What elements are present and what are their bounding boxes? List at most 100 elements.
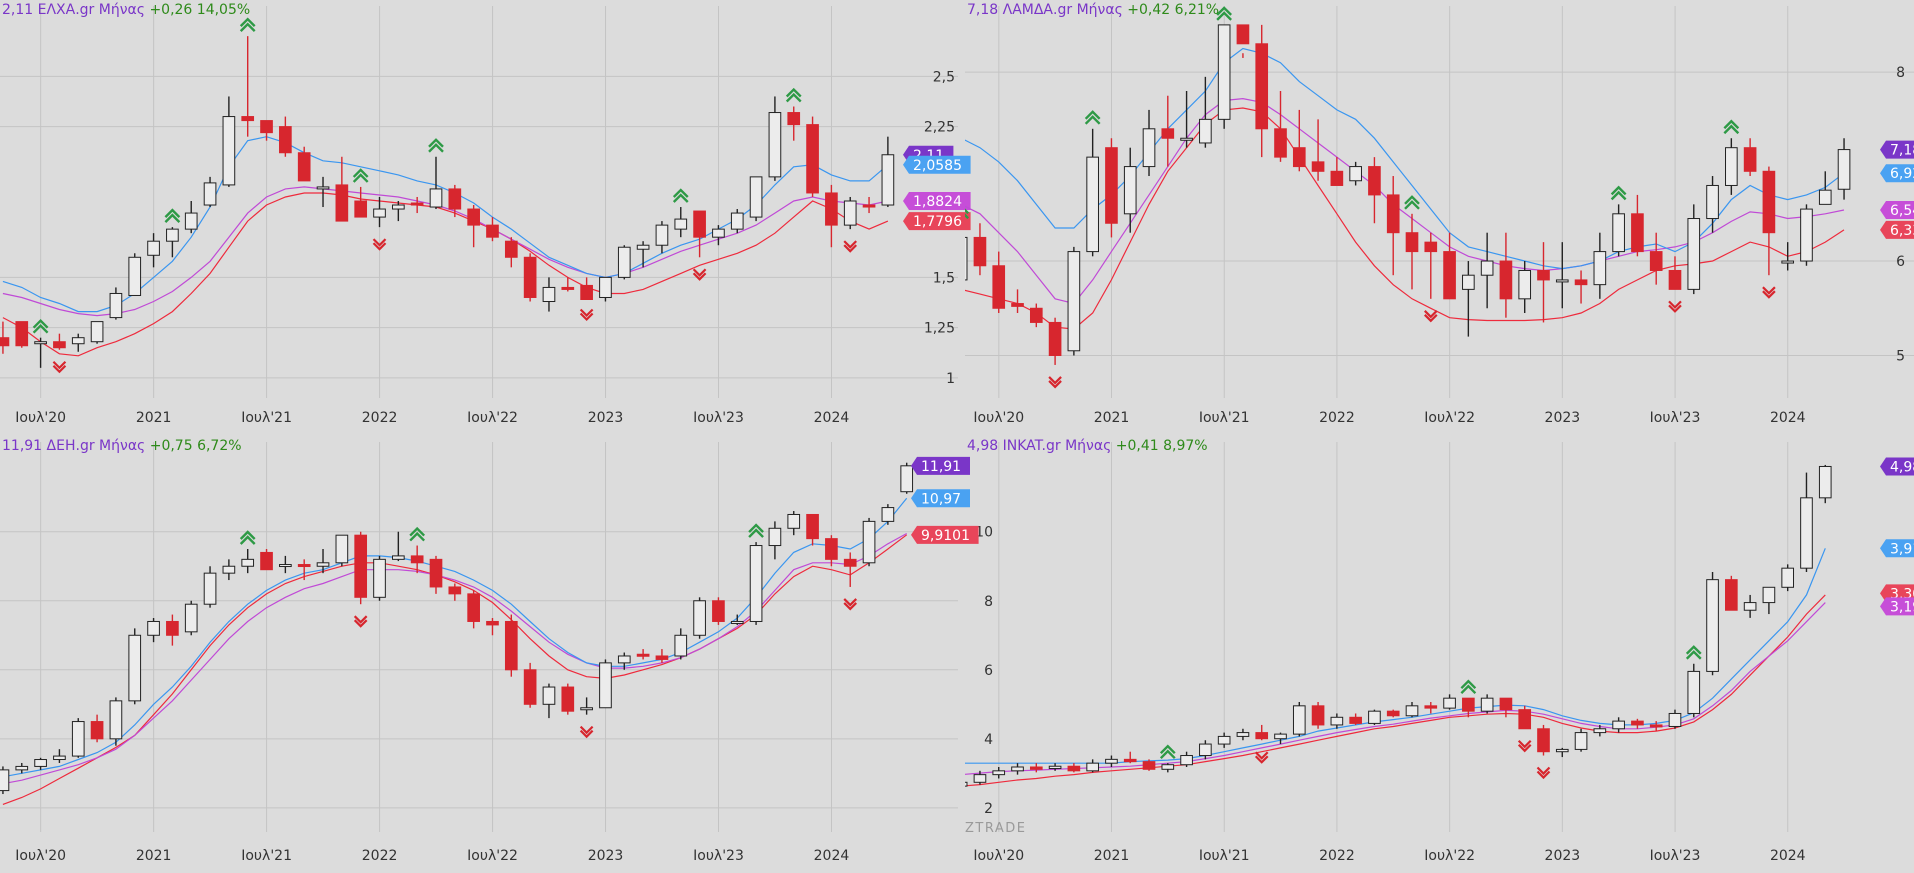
candle bbox=[730, 614, 744, 625]
candle bbox=[1311, 119, 1325, 181]
candle bbox=[1180, 751, 1193, 767]
candle bbox=[1199, 76, 1212, 148]
signal-down-icon bbox=[843, 598, 858, 611]
candle bbox=[1743, 594, 1757, 618]
candle bbox=[1011, 763, 1024, 775]
candle bbox=[147, 233, 160, 268]
candle bbox=[1612, 717, 1625, 733]
x-tick-label: Ιουλ'21 bbox=[1199, 848, 1250, 864]
x-tick-label: 2023 bbox=[1545, 848, 1581, 864]
svg-text:9,9101: 9,9101 bbox=[921, 528, 970, 544]
candle bbox=[128, 628, 142, 705]
candle bbox=[973, 770, 987, 785]
candle bbox=[862, 196, 876, 214]
ema-mid-line bbox=[2, 186, 889, 317]
candle bbox=[1330, 157, 1344, 186]
candle bbox=[730, 209, 744, 234]
y-tick-label: 4 bbox=[984, 732, 993, 748]
signal-up-icon bbox=[1685, 645, 1702, 660]
x-tick-label: Ιουλ'21 bbox=[241, 410, 292, 426]
candle bbox=[1537, 724, 1550, 756]
candle bbox=[749, 542, 763, 625]
x-tick-label: Ιουλ'21 bbox=[1199, 410, 1250, 426]
chart-panel-elxa[interactable]: Ιουλ'20 2021 Ιουλ'21 2022 Ιουλ'22 2023 Ιουλ'23… bbox=[0, 2, 971, 426]
candle bbox=[1199, 740, 1212, 760]
signal-up-icon bbox=[409, 526, 426, 542]
candle bbox=[1123, 751, 1137, 764]
svg-text:4,98: 4,98 bbox=[1890, 459, 1914, 475]
candle bbox=[392, 531, 405, 562]
price-badge-slow: 1,7796 bbox=[903, 212, 971, 231]
candle bbox=[1462, 697, 1475, 718]
candle bbox=[429, 555, 443, 594]
candle bbox=[693, 597, 706, 639]
candle bbox=[1368, 709, 1381, 725]
candle bbox=[1048, 763, 1062, 771]
candle bbox=[768, 96, 782, 181]
candle bbox=[523, 253, 537, 302]
candle bbox=[1161, 95, 1175, 167]
chart-header: 4,98 INKAT.gr Μήνας +0,41 8,97% bbox=[967, 438, 1208, 454]
x-tick-label: Ιουλ'21 bbox=[241, 848, 292, 864]
chart-panel-inkat[interactable]: Ιουλ'20 2021 Ιουλ'21 2022 Ιουλ'22 2023 Ιουλ'23… bbox=[955, 438, 1914, 864]
candle bbox=[1631, 194, 1644, 257]
candle bbox=[1480, 232, 1494, 309]
svg-text:1,8824: 1,8824 bbox=[913, 194, 962, 210]
price-badge-slow: 9,9101 bbox=[911, 525, 979, 544]
price-badge-slow: 6,3329 bbox=[1880, 220, 1914, 239]
signal-up-icon bbox=[1159, 744, 1176, 760]
x-tick-label: Ιουλ'20 bbox=[973, 410, 1024, 426]
candle bbox=[1781, 242, 1795, 271]
candle bbox=[1236, 24, 1250, 58]
y-tick-label: 6 bbox=[1896, 254, 1905, 270]
candle bbox=[1105, 755, 1118, 767]
candle bbox=[1405, 702, 1419, 718]
candle bbox=[825, 535, 838, 567]
candle bbox=[1255, 24, 1269, 158]
signal-up-icon bbox=[164, 208, 181, 223]
x-tick-label: 2021 bbox=[136, 410, 172, 426]
candle bbox=[109, 287, 123, 320]
candle bbox=[1086, 759, 1099, 773]
candle bbox=[1067, 246, 1081, 356]
candle bbox=[1349, 161, 1362, 186]
candle bbox=[1386, 709, 1400, 718]
candle bbox=[467, 205, 480, 248]
candle bbox=[1180, 91, 1193, 148]
candle bbox=[1818, 464, 1832, 504]
candle bbox=[335, 156, 349, 222]
candle bbox=[241, 548, 255, 574]
candle bbox=[542, 683, 556, 719]
candle bbox=[392, 200, 405, 222]
candle bbox=[1837, 138, 1851, 200]
chart-panel-deh[interactable]: Ιουλ'20 2021 Ιουλ'21 2022 Ιουλ'22 2023 Ιουλ'23… bbox=[0, 438, 993, 864]
candle bbox=[561, 683, 575, 715]
signal-down-icon bbox=[52, 360, 67, 374]
candle bbox=[693, 210, 706, 258]
x-tick-label: 2021 bbox=[1094, 848, 1130, 864]
signal-down-icon bbox=[692, 268, 707, 281]
candle bbox=[973, 223, 987, 276]
candle bbox=[843, 552, 857, 587]
chart-panel-lamda[interactable]: Ιουλ'20 2021 Ιουλ'21 2022 Ιουλ'22 2023 Ιουλ'23… bbox=[954, 2, 1914, 426]
candle bbox=[674, 207, 688, 238]
candle bbox=[15, 762, 29, 774]
candle bbox=[316, 548, 330, 574]
candle bbox=[1029, 763, 1043, 773]
signal-down-icon bbox=[843, 240, 858, 253]
candle bbox=[636, 649, 650, 660]
signal-up-icon bbox=[965, 208, 970, 220]
candle bbox=[523, 662, 537, 708]
candle bbox=[147, 618, 160, 643]
candle bbox=[467, 590, 480, 629]
x-tick-label: Ιουλ'20 bbox=[15, 410, 66, 426]
candle bbox=[712, 597, 725, 625]
candle bbox=[297, 146, 311, 182]
x-tick-label: Ιουλ'22 bbox=[1424, 410, 1475, 426]
y-tick-label: 1 bbox=[946, 371, 955, 387]
price-badge-mid: 3,1955 bbox=[1880, 597, 1914, 616]
candle bbox=[881, 504, 895, 525]
candle bbox=[1274, 732, 1287, 745]
price-badge-fast: 10,97 bbox=[911, 489, 970, 508]
candle bbox=[203, 566, 217, 608]
